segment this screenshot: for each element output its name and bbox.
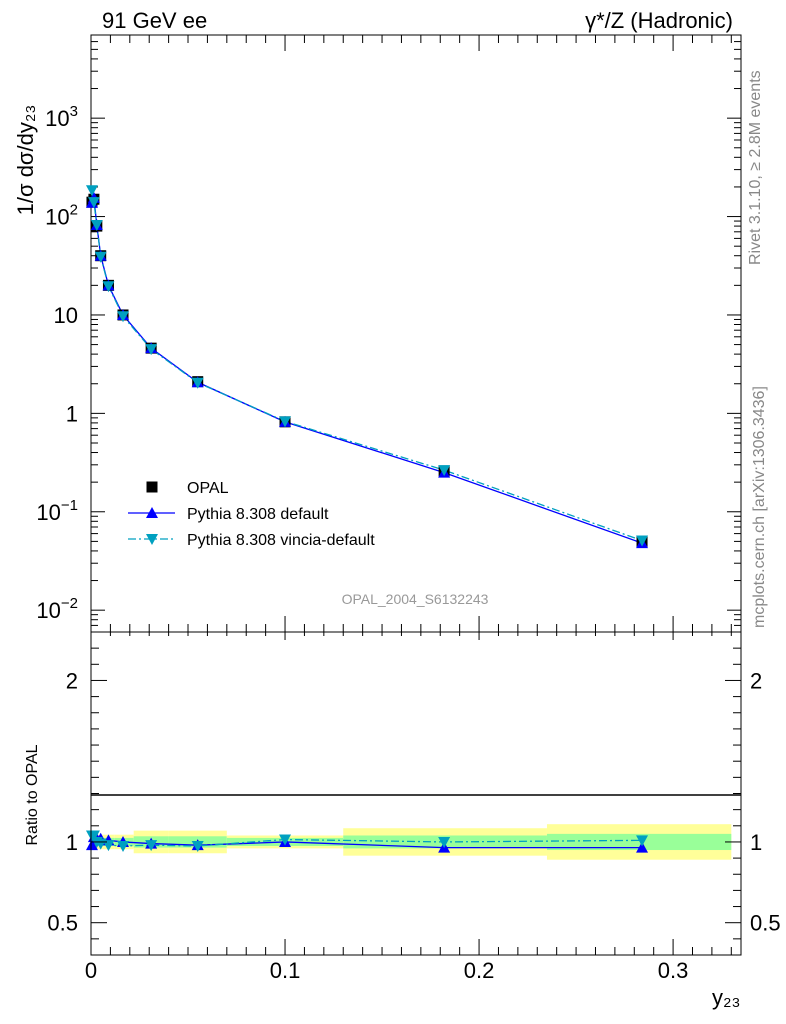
legend-label: OPAL xyxy=(187,480,229,497)
main-y-tick-label: 10 xyxy=(54,303,78,328)
ratio-series xyxy=(85,830,649,853)
main-data-point xyxy=(145,344,158,356)
ratio-y-ticks: 0.5 0.5 1 1 2 2 xyxy=(47,647,781,940)
ratio-y-tick-label-right: 1 xyxy=(750,830,762,855)
legend-marker xyxy=(146,481,158,493)
main-data-point xyxy=(636,535,649,547)
main-data-point xyxy=(117,311,130,323)
ratio-x-ticks: 0 0.1 0.2 0.3 xyxy=(85,632,732,983)
header-right: γ*/Z (Hadronic) xyxy=(585,8,733,33)
main-data-point xyxy=(90,220,103,232)
ratio-data-point xyxy=(85,839,98,851)
x-tick-label: 0.1 xyxy=(270,958,301,983)
ratio-data-point xyxy=(102,840,115,852)
main-data-point xyxy=(102,281,115,293)
ratio-data-point xyxy=(438,836,451,848)
main-data-point xyxy=(191,377,204,389)
main-y-tick-label: 10−1 xyxy=(36,497,78,525)
x-tick-label: 0.2 xyxy=(464,958,495,983)
mcplots-label: mcplots.cern.ch [arXiv:1306.3436] xyxy=(751,386,768,628)
ratio-data-point xyxy=(117,840,130,852)
ratio-y-tick-label-right: 2 xyxy=(750,668,762,693)
x-tick-label: 0 xyxy=(85,958,97,983)
main-y-tick-label: 1 xyxy=(66,401,78,426)
x-tick-label: 0.3 xyxy=(658,958,689,983)
ratio-data-point xyxy=(145,840,158,852)
main-data-point xyxy=(87,197,100,209)
ratio-y-axis-label: Ratio to OPAL xyxy=(24,744,41,845)
legend-marker xyxy=(146,534,158,545)
main-y-tick-label: 10−2 xyxy=(36,595,78,623)
legend-marker xyxy=(146,507,158,518)
main-data-point xyxy=(85,185,98,197)
ratio-y-tick-label-right: 0.5 xyxy=(750,911,781,936)
ratio-data-point xyxy=(636,835,649,847)
ratio-band-stat xyxy=(546,833,732,851)
main-series xyxy=(85,185,649,549)
ratio-data-point xyxy=(279,834,292,846)
watermark: OPAL_2004_S6132243 xyxy=(342,591,489,607)
ratio-panel: 0.5 0.5 1 1 2 2 0 0.1 0.2 0.3 Ratio to OPAL y₂₃ xyxy=(24,631,781,1010)
legend-label: Pythia 8.308 vincia-default xyxy=(187,532,375,549)
main-x-ticks xyxy=(90,35,732,632)
legend-label: Pythia 8.308 default xyxy=(187,506,329,523)
x-axis-label: y₂₃ xyxy=(712,985,741,1010)
main-y-tick-label: 103 xyxy=(45,103,78,131)
ratio-y-tick-label: 1 xyxy=(66,830,78,855)
main-y-ticks: 10−2 10−1 1 10 102 103 xyxy=(36,34,741,633)
main-data-point xyxy=(279,416,292,428)
main-y-tick-label: 102 xyxy=(45,202,78,230)
ratio-data-point xyxy=(636,841,649,853)
main-panel: 10−2 10−1 1 10 102 103 OPAL_2004_S6132243 OPA… xyxy=(13,34,742,633)
header-left: 91 GeV ee xyxy=(102,8,207,33)
legend: OPAL Pythia 8.308 default Pythia 8.308 vin… xyxy=(128,480,375,549)
main-y-axis-label: 1/σ dσ/dy₂₃ xyxy=(13,105,38,216)
main-data-point xyxy=(438,465,451,477)
ratio-y-tick-label: 0.5 xyxy=(47,911,78,936)
rivet-label: Rivet 3.1.10, ≥ 2.8M events xyxy=(747,70,764,265)
main-data-point xyxy=(94,251,107,263)
ratio-y-tick-label: 2 xyxy=(66,668,78,693)
ratio-data-point xyxy=(191,840,204,852)
